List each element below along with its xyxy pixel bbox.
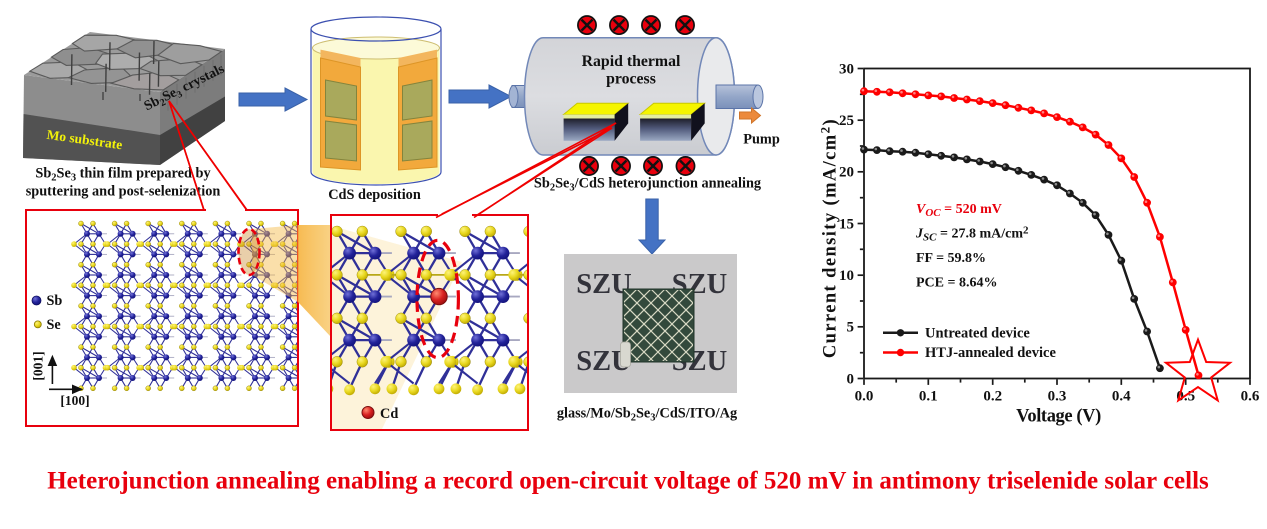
svg-text:25: 25 [839,113,854,129]
svg-text:FF = 59.8%: FF = 59.8% [916,251,986,266]
svg-text:sputtering and post-selenizati: sputtering and post-selenization [26,183,221,199]
svg-text:glass/Mo/Sb2Se3/CdS/ITO/Ag: glass/Mo/Sb2Se3/CdS/ITO/Ag [557,406,738,424]
svg-text:0.2: 0.2 [983,389,1002,405]
svg-text:Se: Se [47,317,61,333]
svg-text:Sb2Se3/CdS heterojunction anne: Sb2Se3/CdS heterojunction annealing [534,176,762,194]
svg-text:Voltage (V): Voltage (V) [1016,407,1101,427]
svg-text:[001]: [001] [31,351,46,380]
svg-text:Cd: Cd [380,406,398,422]
svg-text:process: process [606,71,656,88]
svg-text:Current density (mA/cm2): Current density (mA/cm2) [818,118,841,358]
svg-text:20: 20 [839,165,854,181]
svg-text:Sb2Se3 thin film prepared by: Sb2Se3 thin film prepared by [35,165,211,183]
svg-text:0.6: 0.6 [1241,389,1260,405]
svg-text:10: 10 [839,268,854,284]
svg-text:[100]: [100] [60,393,89,408]
svg-text:Rapid thermal: Rapid thermal [582,53,681,70]
svg-text:Sb: Sb [47,293,63,309]
svg-text:5: 5 [847,320,855,336]
svg-text:0.1: 0.1 [919,389,938,405]
svg-text:HTJ-annealed device: HTJ-annealed device [925,345,1056,361]
svg-text:Untreated device: Untreated device [925,326,1030,342]
svg-text:Pump: Pump [743,132,780,148]
svg-text:0.0: 0.0 [855,389,874,405]
svg-text:0.3: 0.3 [1048,389,1067,405]
svg-text:0.4: 0.4 [1112,389,1131,405]
svg-text:0: 0 [847,371,855,387]
svg-text:PCE = 8.64%: PCE = 8.64% [916,276,997,291]
svg-text:15: 15 [839,216,854,232]
svg-text:CdS deposition: CdS deposition [328,187,421,203]
svg-text:30: 30 [839,61,854,77]
svg-text:Heterojunction annealing enabl: Heterojunction annealing enabling a reco… [47,468,1209,495]
